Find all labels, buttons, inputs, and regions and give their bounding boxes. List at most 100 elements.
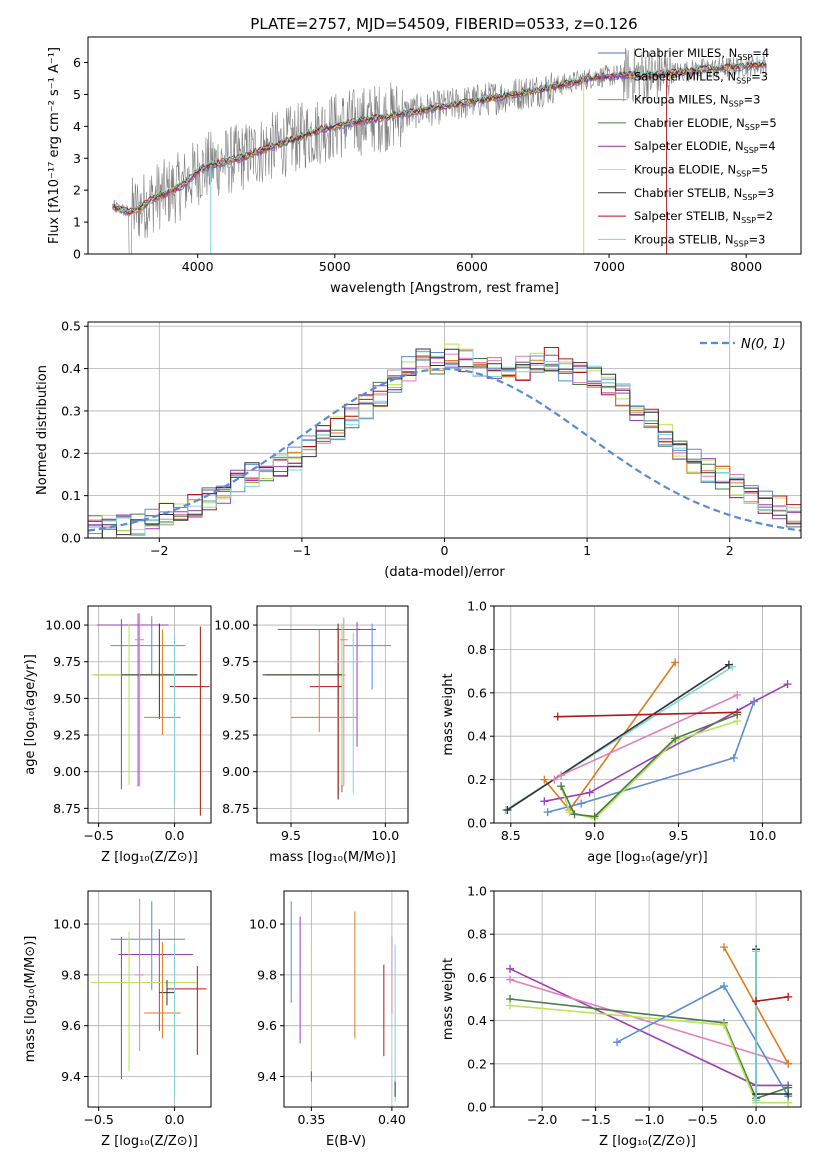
weight-marker [585,788,594,797]
y-tick-label: 4 [73,119,81,134]
weight-marker [752,947,761,956]
y-tick-label: 9.4 [257,1069,277,1084]
histogram-series [88,352,801,527]
weight-series-line [755,996,789,1002]
y-tick-label: 10.00 [45,618,81,633]
x-axis-label: Z [log₁₀(Z/Z⊙)] [599,1134,696,1149]
age_vs_mass-panel: 9.5 10.0 8.75 9.00 9.25 9.50 9.75 10.00 mass [lo… [214,605,409,865]
x-axis-label: (data-model)/error [384,565,505,580]
y-tick-label: 0.1 [61,488,81,503]
histogram-series [88,350,801,538]
weight-marker [553,712,562,721]
errorbar-point [309,627,342,797]
histogram-series [88,353,801,536]
errorbar-point [135,898,145,1052]
y-tick-label: 9.4 [61,1069,81,1084]
errorbar-point [277,622,376,747]
x-tick-label: 0.0 [165,828,185,843]
y-axis-label: mass weight [441,958,456,1040]
x-tick-label: 1 [583,543,591,558]
errorbar-point [144,941,181,1039]
observed-spectrum-line [112,47,767,254]
residuals-plot-area [88,343,801,538]
weight-marker [570,810,579,819]
errorbar-point [166,965,207,1055]
x-tick-label: 7000 [593,259,625,274]
weight-marker [503,805,512,814]
errorbar-point [171,944,178,1097]
legend-label: Chabrier MILES, NSSP=4 [634,46,769,62]
errorbar-point [91,936,198,1080]
y-tick-label: 9.50 [222,691,250,706]
y-tick-label: 9.00 [53,764,81,779]
weight-marker [750,697,759,706]
y-tick-label: 9.50 [53,691,81,706]
x-tick-label: 9.5 [669,828,689,843]
errorbar-point [97,613,169,787]
y-tick-label: 9.25 [53,728,81,743]
x-tick-label: 4000 [182,259,214,274]
weight-marker [784,1090,793,1099]
errorbar-point [159,979,175,1006]
y-tick-label: 0.0 [61,531,81,546]
x-tick-label: 8000 [730,259,762,274]
y-tick-label: 2 [73,183,81,198]
x-tick-label: 9.0 [585,828,605,843]
weight-marker [729,753,738,762]
legend-label: Kroupa STELIB, NSSP=3 [634,232,765,248]
weight-marker [550,775,559,784]
spectrum-plot-area [112,47,767,254]
axes-frame [87,36,802,255]
age_vs_mass-plot-area [262,617,392,800]
errorbar-point [340,617,348,787]
y-tick-label: 1 [73,215,81,230]
x-tick-label: 10.0 [371,828,399,843]
y-tick-label: 3 [73,151,81,166]
x-tick-label: 6000 [456,259,488,274]
x-tick-label: −1 [293,543,311,558]
y-tick-label: 0.6 [467,970,487,985]
y-tick-label: 0 [73,247,81,262]
y-tick-label: 0.6 [467,685,487,700]
x-axis-label: mass [log₁₀(M/M⊙)] [269,850,396,865]
weight-marker [752,1096,761,1105]
weight_vs_Z-panel: −2.0 −1.5 −1.0 −0.5 0.0 0.0 0.2 0.4 0.6 0.8 1.0 Z [… [441,884,802,1149]
y-tick-label: 9.8 [257,967,277,982]
weight-marker [752,997,761,1006]
weight-marker [540,775,549,784]
legend-label: Salpeter MILES, NSSP=3 [634,69,768,85]
residuals-panel: −2 −1 0 1 2 0.0 0.1 0.2 0.3 0.4 0.5 (data-model)/er… [35,319,802,580]
weight-marker [733,710,742,719]
y-tick-label: 9.75 [53,654,81,669]
x-tick-label: −2.0 [527,1112,557,1127]
legend-label: Chabrier ELODIE, NSSP=5 [634,116,777,132]
y-tick-label: 10.00 [214,618,250,633]
errorbar-point [262,623,342,800]
weight-marker [506,964,515,973]
y-tick-label: 0.2 [61,446,81,461]
weight-marker [724,660,733,669]
errorbar-point [135,613,145,787]
y-axis-label: mass weight [441,673,456,755]
x-tick-label: 0 [441,543,449,558]
weight_vs_age-plot-area [501,658,792,823]
y-tick-label: 0.2 [467,772,487,787]
weight-marker [719,1020,728,1029]
weight-marker [577,799,586,808]
weight-series-line [557,711,738,718]
legend: Chabrier MILES, NSSP=4 Salpeter MILES, NS… [598,46,777,248]
x-tick-label: −0.5 [83,828,113,843]
errorbar-point [266,623,346,793]
y-tick-label: 8.75 [222,801,250,816]
weight-series-line [509,1004,789,1104]
axes-frame [493,605,802,824]
weight-marker [719,982,728,991]
y-tick-label: 5 [73,87,81,102]
weight-marker [613,1038,622,1047]
errorbar-point [266,623,346,785]
legend-label: Chabrier STELIB, NSSP=3 [634,186,774,202]
errorbar-point [94,619,198,790]
weight-marker [671,734,680,743]
y-tick-label: 0.3 [61,403,81,418]
normal-curve [88,367,801,532]
